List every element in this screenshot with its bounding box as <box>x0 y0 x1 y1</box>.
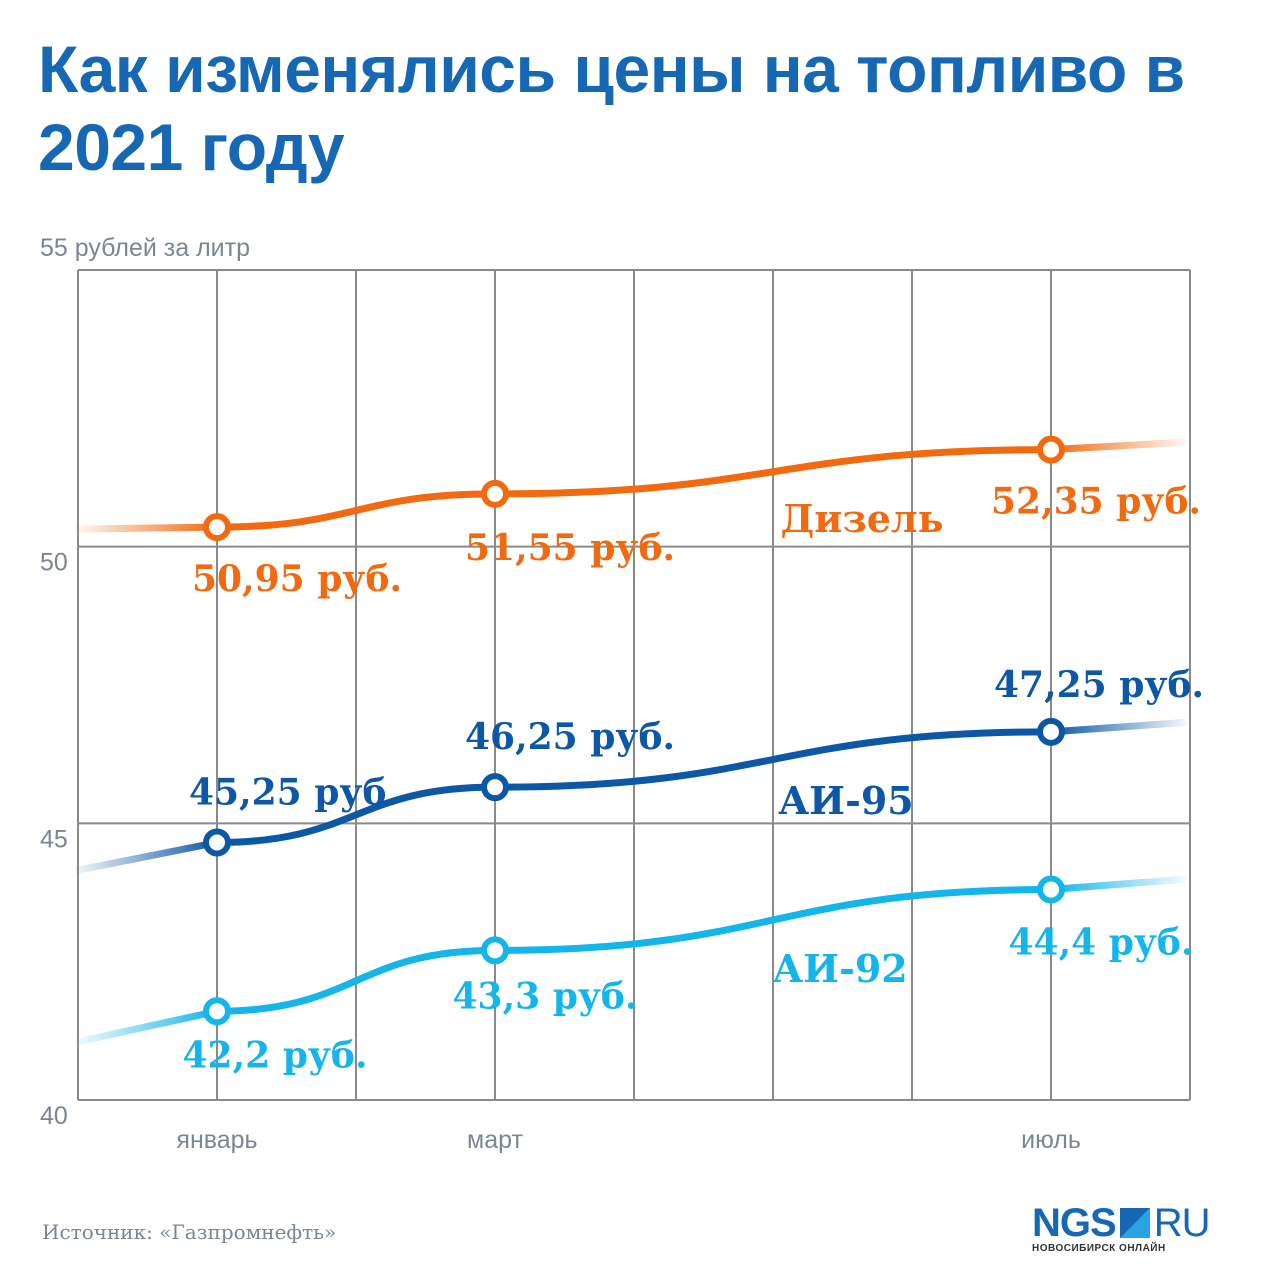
data-point <box>1037 717 1065 746</box>
data-point <box>481 773 509 802</box>
data-point <box>481 479 509 508</box>
data-label: 52,35 руб. <box>991 481 1201 523</box>
data-point <box>1037 875 1065 904</box>
data-label: 42,2 руб. <box>183 1034 368 1076</box>
series-line-fade-right <box>1050 875 1187 894</box>
logo-suffix: RU <box>1153 1201 1211 1245</box>
data-point <box>481 936 509 965</box>
data-point <box>203 513 231 542</box>
series-line-fade-right <box>1050 718 1187 736</box>
data-point <box>1037 435 1065 464</box>
series-line-fade-left <box>75 839 218 874</box>
series-name: Дизель <box>781 496 944 541</box>
y-tick-label: 45 <box>40 825 68 853</box>
data-point <box>203 997 231 1026</box>
series-line-fade-left <box>75 523 218 533</box>
logo-main: NGS <box>1032 1201 1117 1245</box>
data-label: 45,25 руб. <box>189 772 399 814</box>
series-line-1 <box>216 728 1052 846</box>
data-label: 51,55 руб. <box>465 527 675 569</box>
chart-title: Как изменялись цены на топливо в 2021 го… <box>38 32 1185 184</box>
data-label: 46,25 руб. <box>465 716 675 758</box>
x-tick-label: июль <box>1021 1126 1081 1154</box>
series-line-fade-left <box>75 1007 218 1046</box>
series-line-2 <box>216 886 1052 1015</box>
series-line-0 <box>216 446 1052 531</box>
data-label: 50,95 руб. <box>192 558 402 600</box>
y-tick-label: 55 рублей за литр <box>40 234 250 262</box>
ngs-logo: NGS RU НОВОСИБИРСК ОНЛАЙН <box>1032 1201 1211 1254</box>
data-point <box>203 828 231 857</box>
x-tick-label: январь <box>176 1126 257 1154</box>
logo-subtitle: НОВОСИБИРСК ОНЛАЙН <box>1032 1243 1166 1254</box>
data-label: 47,25 руб. <box>994 664 1204 706</box>
y-tick-label: 40 <box>40 1102 68 1130</box>
y-tick-label: 50 <box>40 549 68 577</box>
x-tick-label: март <box>467 1126 523 1154</box>
series-line-fade-right <box>1050 438 1187 454</box>
source-note: Источник: «Газпромнефть» <box>42 1220 337 1244</box>
series-name: АИ-95 <box>778 778 914 823</box>
series-name: АИ-92 <box>772 946 908 991</box>
data-label: 44,4 руб. <box>1009 922 1194 964</box>
data-label: 43,3 руб. <box>453 975 638 1017</box>
logo-square-icon <box>1119 1208 1150 1238</box>
